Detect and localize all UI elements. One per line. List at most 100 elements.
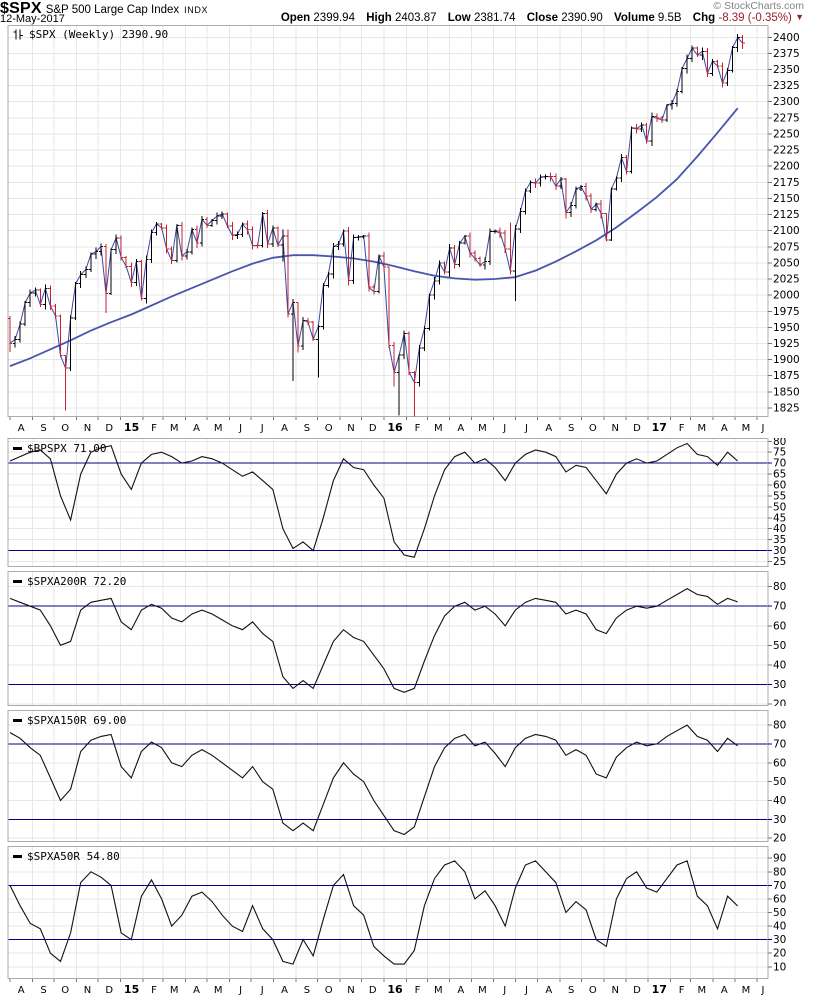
month-label: M — [478, 985, 487, 996]
month-label: J — [761, 985, 765, 996]
month-label: A — [457, 985, 464, 996]
y-axis-labels: 2400 2375 2350 2325 2300 2275 2250 2225 2200 2175… — [768, 32, 800, 414]
y-tick-label: 1825 — [773, 402, 800, 414]
y-tick-label: 50 — [773, 907, 786, 919]
y-tick-label: 45 — [773, 512, 786, 524]
y-tick-label: 2225 — [773, 145, 800, 157]
y-tick-label: 80 — [773, 866, 786, 878]
month-label: J — [502, 985, 506, 996]
chg-label: Chg — [692, 12, 716, 24]
month-label: J — [238, 985, 242, 996]
month-label: O — [325, 423, 333, 434]
month-label: M — [434, 985, 443, 996]
x-axis-labels-bottom: A S O N D 15 F M A M J J A S O N D 16 F M A M J J A S O N D 17 F M A M J — [9, 979, 765, 996]
month-label: D — [633, 985, 641, 996]
month-label: N — [84, 423, 91, 434]
month-label: J — [260, 985, 264, 996]
month-label: D — [105, 985, 113, 996]
y-tick-label: 10 — [773, 961, 786, 973]
line-swatch-icon — [13, 447, 22, 450]
y-tick-label: 2050 — [773, 257, 800, 269]
month-label: S — [40, 985, 46, 996]
main-panel-legend: $SPX (Weekly) 2390.90 — [13, 28, 168, 41]
month-label: F — [151, 985, 157, 996]
y-tick-label: 2300 — [773, 96, 800, 108]
grid — [7, 571, 769, 706]
y-tick-label: 80 — [773, 720, 786, 732]
month-label: F — [679, 985, 685, 996]
month-label: D — [369, 423, 377, 434]
month-label: N — [347, 423, 354, 434]
line-swatch-icon — [13, 719, 22, 722]
spxa50r-legend: $SPXA50R 54.80 — [13, 850, 120, 863]
month-label: A — [193, 985, 200, 996]
y-tick-label: 40 — [773, 921, 786, 933]
y-tick-label: 30 — [773, 545, 786, 557]
y-tick-label: 1900 — [773, 354, 800, 366]
chart-date: 12-May-2017 — [0, 13, 65, 25]
month-label: S — [40, 423, 46, 434]
month-label: A — [545, 985, 552, 996]
month-label: J — [761, 423, 765, 434]
indicator-line — [9, 724, 739, 836]
y-tick-label: 70 — [773, 738, 786, 750]
symbol-name: S&P 500 Large Cap Index — [45, 4, 180, 16]
y-tick-label: 80 — [773, 581, 786, 593]
y-tick-label: 2250 — [773, 128, 800, 140]
month-label: O — [589, 985, 597, 996]
y-tick-label: 35 — [773, 534, 786, 546]
month-label: M — [214, 985, 223, 996]
y-tick-label: 40 — [773, 523, 786, 535]
y-tick-label: 30 — [773, 679, 786, 691]
spxa50r-legend-label: $SPXA50R 54.80 — [27, 850, 120, 863]
symbol-title: $SPX — [0, 0, 42, 17]
y-tick-label: 60 — [773, 757, 786, 769]
month-label: J — [502, 423, 506, 434]
bpspx-legend: $BPSPX 71.00 — [13, 442, 106, 455]
month-label: S — [568, 423, 574, 434]
spxa200r-legend: $SPXA200R 72.20 — [13, 575, 126, 588]
month-label: F — [679, 423, 685, 434]
month-label: D — [633, 423, 641, 434]
indicator-line — [9, 442, 739, 558]
spxa150r-legend: $SPXA150R 69.00 — [13, 714, 126, 727]
y-tick-label: 2350 — [773, 64, 800, 76]
month-label: M — [170, 423, 179, 434]
y-tick-label: 2375 — [773, 48, 800, 60]
ohlc-bars-icon — [13, 29, 23, 40]
y-tick-label: 80 — [773, 438, 786, 448]
y-tick-label: 2150 — [773, 193, 800, 205]
year-label: 16 — [387, 983, 403, 996]
spxa150r-panel: 80 70 60 50 40 30 20 — [7, 710, 786, 842]
month-label: A — [18, 985, 25, 996]
y-tick-label: 1875 — [773, 370, 800, 382]
month-label: J — [260, 423, 264, 434]
spxa150r-legend-label: $SPXA150R 69.00 — [27, 714, 127, 727]
y-tick-label: 20 — [773, 699, 786, 706]
grid — [7, 438, 769, 567]
month-label: M — [742, 423, 751, 434]
y-tick-label: 2400 — [773, 32, 800, 44]
chg-down-arrow-icon: ▼ — [795, 12, 804, 22]
month-label: A — [721, 985, 728, 996]
ma40-line — [9, 107, 739, 367]
month-label: M — [170, 985, 179, 996]
y-tick-label: 75 — [773, 447, 786, 459]
chart-header: $SPX S&P 500 Large Cap Index INDX 12-May-2… — [0, 0, 804, 25]
month-label: M — [214, 423, 223, 434]
y-tick-label: 50 — [773, 776, 786, 788]
month-label: J — [238, 423, 242, 434]
y-tick-label: 40 — [773, 659, 786, 671]
y-tick-label: 65 — [773, 469, 786, 481]
open-value: 2399.94 — [313, 12, 355, 24]
y-tick-label: 2125 — [773, 209, 800, 221]
month-label: A — [457, 423, 464, 434]
month-label: M — [698, 423, 707, 434]
month-label: S — [304, 985, 310, 996]
main-price-panel: 2400 2375 2350 2325 2300 2275 2250 2225 2200 2175… — [7, 25, 800, 417]
month-label: A — [18, 423, 25, 434]
low-label: Low — [447, 12, 471, 24]
